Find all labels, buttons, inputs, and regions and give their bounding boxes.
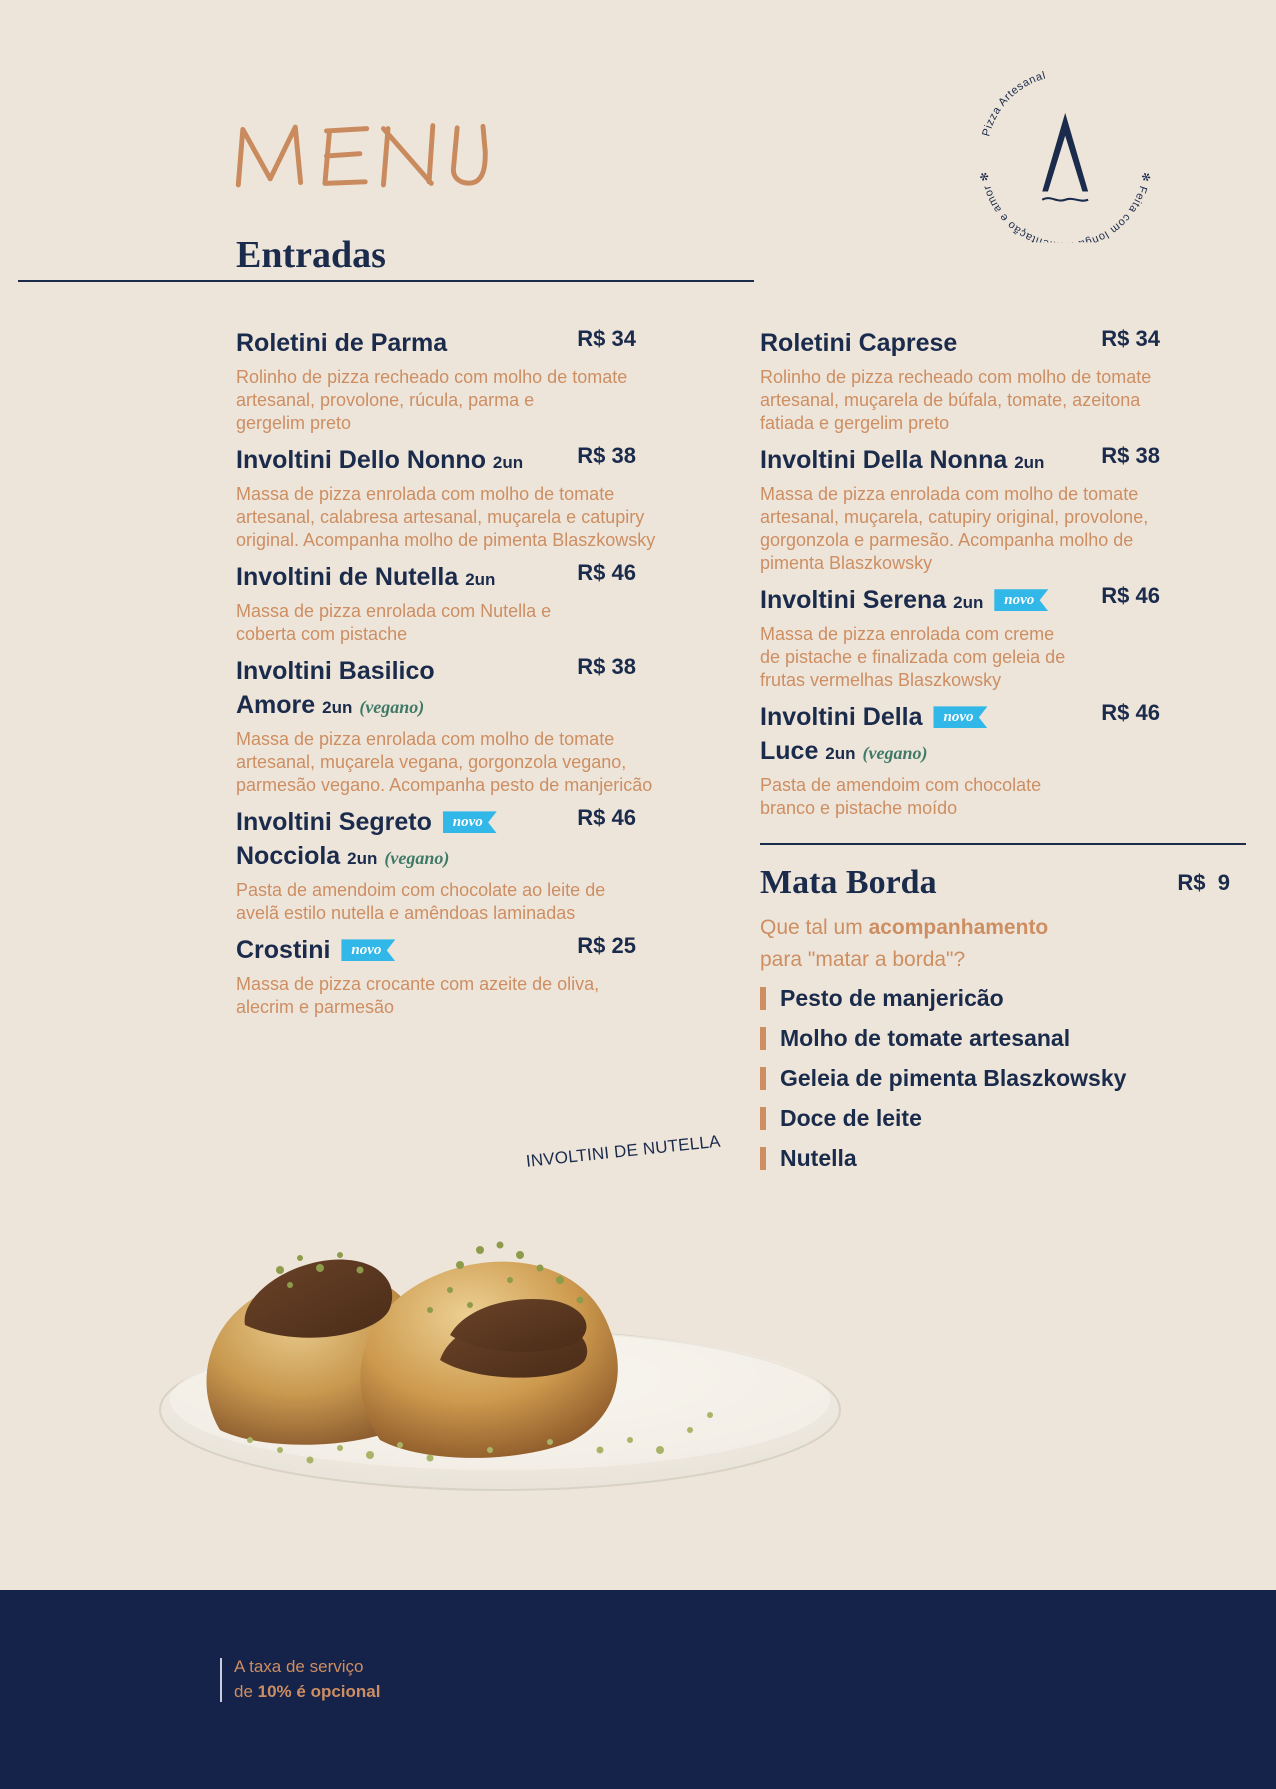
svg-text:Pizza Artesanal: Pizza Artesanal bbox=[980, 69, 1047, 137]
svg-text:✻ Feita com longa fermentação: ✻ Feita com longa fermentação e amor ✻ bbox=[978, 170, 1151, 242]
